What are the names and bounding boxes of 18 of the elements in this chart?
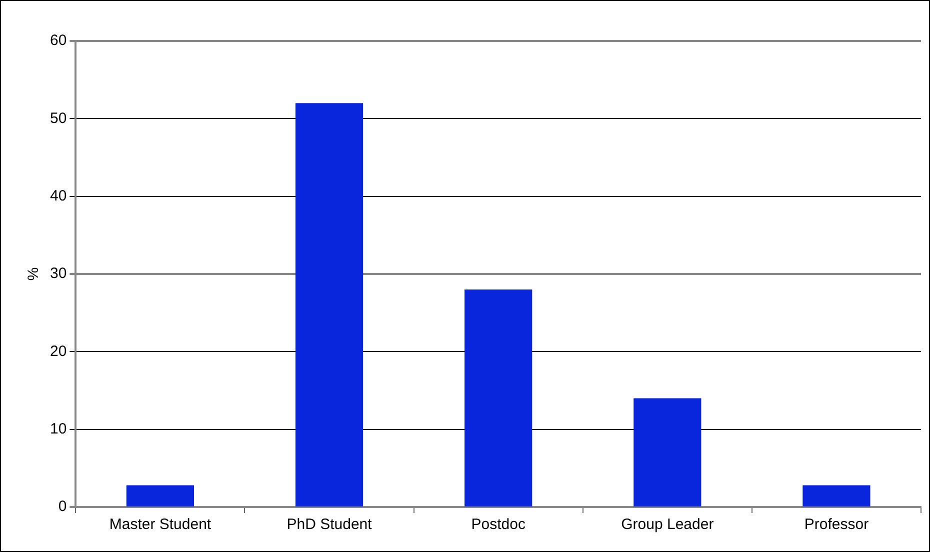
- bar: [295, 103, 364, 506]
- bar: [802, 485, 870, 506]
- y-tick-label: 40: [50, 187, 67, 204]
- y-tick-label: 0: [58, 498, 67, 516]
- bar: [634, 398, 702, 506]
- y-tick-label: 60: [50, 32, 67, 50]
- x-tick-label: Professor: [804, 516, 869, 534]
- y-axis-title: %: [25, 267, 42, 281]
- bar: [464, 290, 532, 506]
- x-tick-label: Postdoc: [471, 516, 526, 534]
- y-tick-label: 50: [50, 110, 67, 127]
- x-tick-label: PhD Student: [286, 516, 373, 534]
- bar: [126, 485, 194, 506]
- x-tick-label: Group Leader: [621, 516, 714, 534]
- y-tick-label: 30: [50, 265, 67, 282]
- x-tick-label: Master Student: [109, 516, 212, 534]
- y-tick-label: 20: [50, 342, 67, 360]
- y-tick-label: 10: [50, 420, 67, 438]
